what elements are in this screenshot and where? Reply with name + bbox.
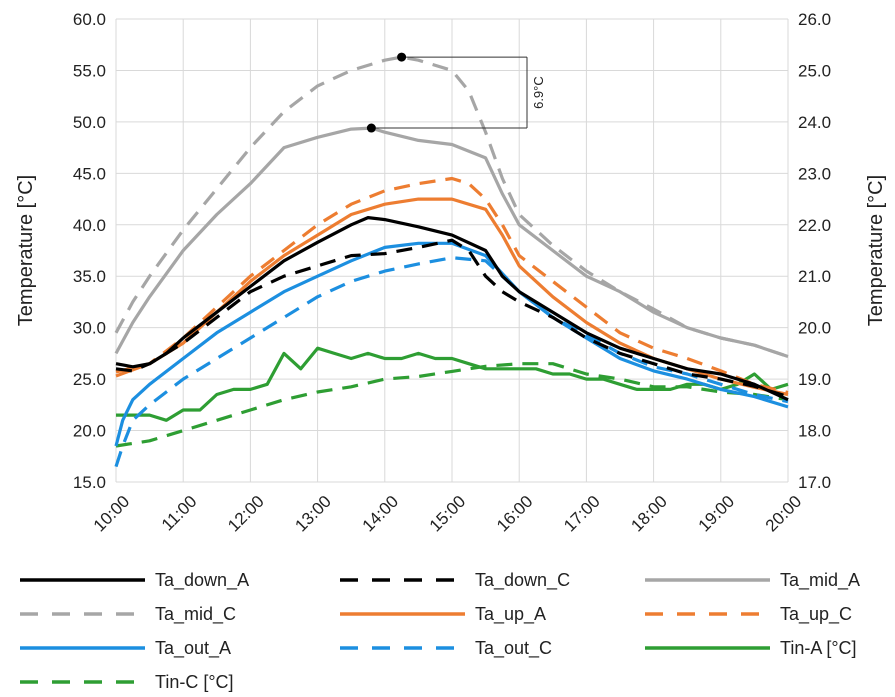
series-line-tin-a-c xyxy=(116,346,789,422)
series-line-ta-up-c xyxy=(115,176,789,395)
y-left-tick-label: 25.0 xyxy=(73,370,106,389)
right-axis-ticks: 17.0 18.0 19.0 20.0 21.0 22.0 23.0 24.0 25.0 26.0 xyxy=(798,10,831,492)
legend-label-ta-up-a: Ta_up_A xyxy=(475,604,546,625)
y-left-tick-label: 30.0 xyxy=(73,319,106,338)
legend-label-ta-up-c: Ta_up_C xyxy=(780,604,852,625)
annotation: 6.9°C xyxy=(366,52,546,133)
y-right-tick-label: 18.0 xyxy=(798,422,831,441)
y-left-tick-label: 55.0 xyxy=(73,61,106,80)
left-axis-title: Temperature [°C] xyxy=(15,175,37,326)
series-line-ta-down-c xyxy=(115,238,789,399)
y-right-tick-label: 17.0 xyxy=(798,473,831,492)
y-right-tick-label: 26.0 xyxy=(798,10,831,29)
legend-label-ta-down-a: Ta_down_A xyxy=(155,570,249,591)
series-line-ta-mid-c xyxy=(114,55,789,359)
y-right-tick-label: 24.0 xyxy=(798,113,831,132)
y-right-tick-label: 22.0 xyxy=(798,216,831,235)
legend-label-tin-c-c: Tin-C [°C] xyxy=(155,672,234,692)
y-left-tick-label: 35.0 xyxy=(73,267,106,286)
legend: Ta_down_A Ta_down_C Ta_mid_A Ta_mid_C Ta_up_… xyxy=(20,570,860,692)
x-tick-label: 18:00 xyxy=(627,492,671,536)
x-tick-label: 17:00 xyxy=(560,492,604,536)
x-tick-label: 19:00 xyxy=(695,492,739,536)
legend-label-ta-down-c: Ta_down_C xyxy=(475,570,570,591)
y-left-tick-label: 60.0 xyxy=(73,10,106,29)
delta-annotation-label: 6.9°C xyxy=(531,76,546,109)
y-left-tick-label: 20.0 xyxy=(73,422,106,441)
y-right-tick-label: 25.0 xyxy=(798,61,831,80)
x-tick-label: 15:00 xyxy=(426,492,470,536)
x-tick-label: 14:00 xyxy=(359,492,403,536)
series-line-ta-mid-a xyxy=(114,126,789,359)
series-line-ta-out-c xyxy=(114,256,789,468)
peak-marker-mid-a xyxy=(366,123,376,133)
legend-label-ta-out-a: Ta_out_A xyxy=(155,638,231,659)
x-tick-label: 20:00 xyxy=(762,492,806,536)
series-line-ta-down-a xyxy=(115,216,789,402)
y-right-tick-label: 21.0 xyxy=(798,267,831,286)
x-tick-label: 12:00 xyxy=(224,492,268,536)
x-tick-label: 10:00 xyxy=(90,492,134,536)
series-line-ta-out-a xyxy=(114,241,789,447)
legend-label-ta-out-c: Ta_out_C xyxy=(475,638,552,659)
legend-label-tin-a-c: Tin-A [°C] xyxy=(780,638,857,658)
y-right-tick-label: 23.0 xyxy=(798,164,831,183)
right-axis-title: Temperature [°C] xyxy=(865,175,887,326)
y-left-tick-label: 15.0 xyxy=(73,473,106,492)
grid-lines xyxy=(115,18,789,483)
x-axis-ticks: 10:00 11:00 12:00 13:00 14:00 15:00 16:00 17:00… xyxy=(90,492,806,536)
y-right-tick-label: 19.0 xyxy=(798,370,831,389)
y-right-tick-label: 20.0 xyxy=(798,319,831,338)
x-tick-label: 13:00 xyxy=(291,492,335,536)
x-tick-label: 16:00 xyxy=(493,492,537,536)
y-left-tick-label: 45.0 xyxy=(73,164,106,183)
legend-label-ta-mid-a: Ta_mid_A xyxy=(780,570,860,591)
x-tick-label: 11:00 xyxy=(158,492,201,535)
y-left-tick-label: 50.0 xyxy=(73,113,106,132)
legend-label-ta-mid-c: Ta_mid_C xyxy=(155,604,236,625)
left-axis-ticks: 15.0 20.0 25.0 30.0 35.0 40.0 45.0 50.0 55.0 60.0 xyxy=(73,10,106,492)
peak-marker-mid-c xyxy=(397,52,407,62)
series-layer xyxy=(114,55,789,468)
y-left-tick-label: 40.0 xyxy=(73,216,106,235)
